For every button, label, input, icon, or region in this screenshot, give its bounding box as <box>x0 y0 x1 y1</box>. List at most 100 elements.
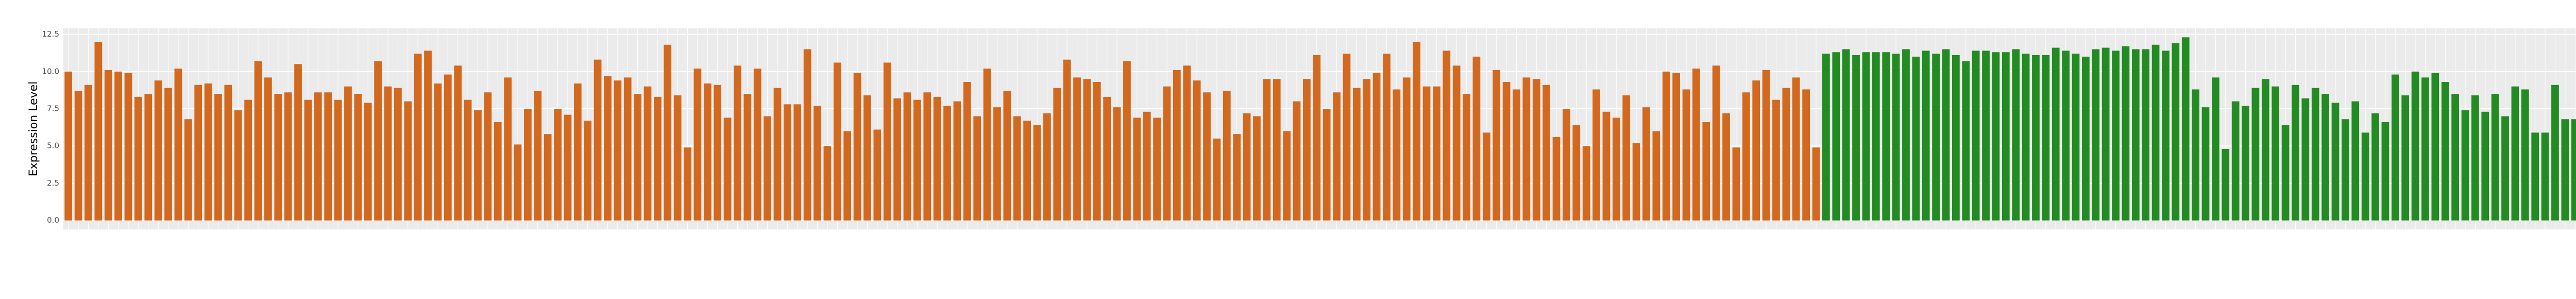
bar <box>104 70 112 221</box>
bar <box>1223 91 1231 221</box>
bar <box>903 92 911 221</box>
bar <box>604 76 612 221</box>
bar <box>1053 88 1061 221</box>
bar <box>194 85 202 221</box>
bar <box>1352 88 1361 221</box>
bar <box>943 106 951 221</box>
bar <box>1433 86 1440 221</box>
bar <box>993 107 1001 221</box>
bar <box>584 121 592 221</box>
bar <box>404 101 412 221</box>
bar <box>1452 65 1461 221</box>
bar <box>1033 125 1041 221</box>
y-tick-label: 2.5 <box>47 178 59 188</box>
bar <box>1472 56 1481 221</box>
bar <box>2112 51 2120 221</box>
bar <box>1602 111 1611 221</box>
bar <box>2092 49 2100 221</box>
bar <box>1073 77 1081 221</box>
bar <box>1343 54 1351 221</box>
bar <box>354 94 362 221</box>
y-tick-label: 5.0 <box>47 141 59 151</box>
bar <box>2242 106 2249 221</box>
bar <box>2381 122 2389 221</box>
bar <box>1333 92 1341 221</box>
bar <box>1103 96 1111 221</box>
bar <box>923 92 931 221</box>
bar <box>1942 49 1950 221</box>
bar <box>2181 37 2190 221</box>
bar <box>364 103 372 221</box>
bar <box>2311 88 2319 221</box>
bar <box>2292 85 2299 221</box>
bar <box>2491 94 2499 221</box>
bar <box>2401 95 2410 221</box>
bar <box>1493 70 1501 221</box>
bar <box>953 101 961 221</box>
bar <box>2331 103 2340 221</box>
bar <box>2351 101 2360 221</box>
bar <box>2451 94 2459 221</box>
bar <box>654 96 662 221</box>
bar <box>454 65 462 221</box>
bar <box>94 42 103 221</box>
bar <box>1093 82 1101 221</box>
bar <box>1323 109 1331 221</box>
bar <box>983 69 991 221</box>
bar <box>1543 85 1550 221</box>
bar <box>124 73 132 221</box>
bar <box>2251 88 2260 221</box>
bar <box>384 86 392 221</box>
bar <box>1063 59 1071 221</box>
bar <box>1822 54 1830 221</box>
bar <box>2561 119 2569 221</box>
bar <box>1532 79 1540 221</box>
bar <box>1263 79 1271 221</box>
bar <box>2431 73 2439 221</box>
bar <box>1402 77 1411 221</box>
bar <box>1592 89 1600 221</box>
bar <box>1572 125 1581 221</box>
bar <box>1023 121 1031 221</box>
bar <box>933 96 941 221</box>
bar <box>753 69 761 221</box>
bar <box>1003 91 1011 221</box>
bar <box>2201 107 2210 221</box>
bar <box>773 88 782 221</box>
bar <box>784 104 791 221</box>
bar <box>684 147 691 221</box>
bar <box>1882 52 1890 221</box>
bar <box>2342 119 2349 221</box>
bar <box>963 82 971 221</box>
bar <box>2032 55 2040 221</box>
bar <box>1892 54 1900 221</box>
bar <box>2172 43 2180 221</box>
bar <box>1123 61 1131 221</box>
y-tick-label: 12.5 <box>42 29 59 39</box>
bar <box>274 94 282 221</box>
bar <box>2002 52 2010 221</box>
bar <box>673 95 682 221</box>
bar <box>823 146 832 221</box>
bar <box>1902 49 1910 221</box>
bar <box>2261 79 2269 221</box>
bar <box>973 116 981 221</box>
bar <box>1113 107 1121 221</box>
bar <box>1742 92 1750 221</box>
bar <box>2222 149 2230 221</box>
bar <box>2391 74 2399 221</box>
y-tick-label: 0.0 <box>47 215 59 225</box>
bar <box>494 122 502 221</box>
bar <box>1273 79 1281 221</box>
bar <box>2421 77 2429 221</box>
bar <box>703 83 711 221</box>
bar <box>913 99 921 221</box>
bar <box>643 86 652 221</box>
bar <box>1792 77 1800 221</box>
bar <box>1482 132 1490 221</box>
bar <box>2321 94 2329 221</box>
bar <box>2551 85 2559 221</box>
bar <box>1932 54 1940 221</box>
bar <box>504 77 512 221</box>
